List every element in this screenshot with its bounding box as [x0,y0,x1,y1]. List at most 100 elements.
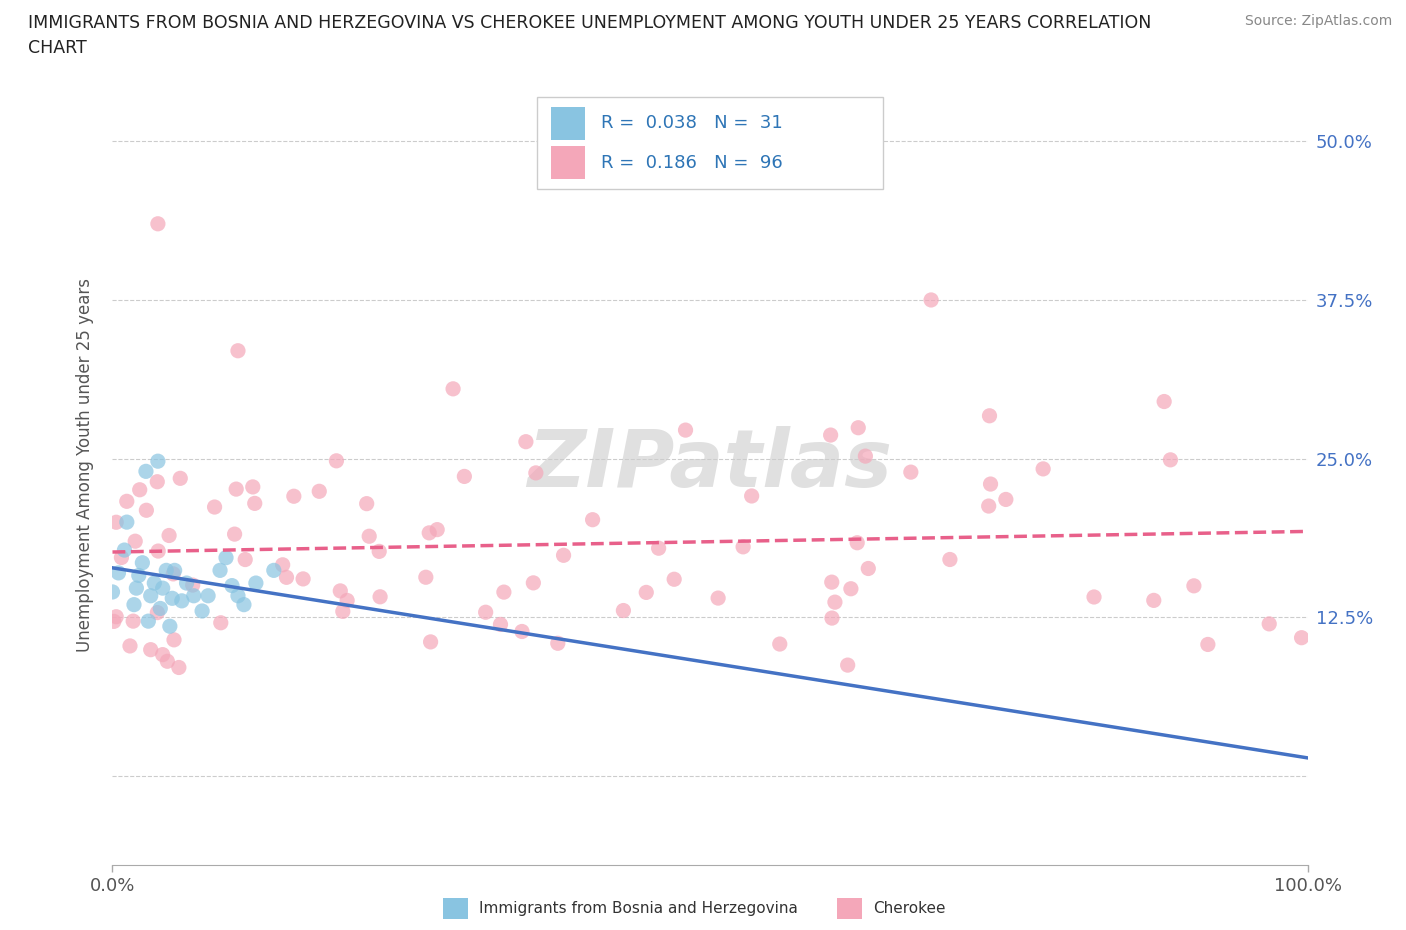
Point [441,381,464,396]
Point [733,539,755,554]
Point [675,422,697,437]
Point [1159,452,1181,467]
Point [581,512,603,527]
Point [110,550,132,565]
Bar [537,97,883,189]
Point [547,636,569,651]
Point [900,465,922,480]
Point [118,639,141,654]
Point [125,580,148,595]
Point [368,544,391,559]
Point [233,552,256,567]
Point [233,597,256,612]
Point [359,529,381,544]
Point [197,589,219,604]
Point [939,552,962,567]
Point [148,544,170,559]
Point [474,604,496,619]
Point [149,601,172,616]
Text: R =  0.038   N =  31: R = 0.038 N = 31 [602,114,783,132]
Point [105,515,128,530]
Point [221,578,243,593]
Point [131,555,153,570]
Point [162,566,184,581]
Point [453,469,475,484]
Point [419,634,441,649]
Text: Source: ZipAtlas.com: Source: ZipAtlas.com [1244,14,1392,28]
Point [225,482,247,497]
Point [204,499,226,514]
Point [163,632,186,647]
Point [846,420,869,435]
Point [226,589,249,604]
Point [769,637,792,652]
Point [155,563,177,578]
Point [821,575,844,590]
Point [707,591,730,605]
Point [191,604,214,618]
Point [636,585,658,600]
Point [510,624,533,639]
Point [139,589,162,604]
Point [553,548,575,563]
Text: Immigrants from Bosnia and Herzegovina: Immigrants from Bosnia and Herzegovina [479,901,799,916]
Point [243,496,266,511]
Point [308,484,330,498]
Point [152,647,174,662]
Text: ZIPatlas: ZIPatlas [527,426,893,504]
Point [146,217,169,232]
Point [524,465,547,480]
Point [855,448,877,463]
Point [276,570,298,585]
Point [647,540,669,555]
Point [170,593,193,608]
Point [283,489,305,504]
Point [263,563,285,578]
Point [226,343,249,358]
Bar [551,146,585,179]
Point [664,572,686,587]
Point [122,597,145,612]
Point [1032,461,1054,476]
Point [824,594,846,609]
Point [152,580,174,595]
Point [183,589,205,604]
Point [329,583,352,598]
Point [103,614,125,629]
Point [167,660,190,675]
Point [245,576,267,591]
Point [415,570,437,585]
Text: IMMIGRANTS FROM BOSNIA AND HERZEGOVINA VS CHEROKEE UNEMPLOYMENT AMONG YOUTH UNDE: IMMIGRANTS FROM BOSNIA AND HERZEGOVINA V… [28,14,1152,32]
Point [325,454,347,469]
Point [821,611,844,626]
Point [1143,593,1166,608]
Bar [551,107,585,140]
Point [837,658,859,672]
Point [107,565,129,580]
Point [209,563,232,578]
Point [139,643,162,658]
Point [336,593,359,608]
Text: Cherokee: Cherokee [873,901,946,916]
Point [128,568,150,583]
Text: R =  0.186   N =  96: R = 0.186 N = 96 [602,153,783,172]
Point [135,464,157,479]
Point [162,591,183,605]
Point [979,408,1001,423]
Point [515,434,537,449]
Point [368,590,391,604]
Point [271,557,294,572]
Point [114,542,135,557]
Point [224,526,246,541]
Point [209,616,232,631]
Point [215,551,238,565]
Point [169,471,191,485]
Point [994,492,1017,507]
Y-axis label: Unemployment Among Youth under 25 years: Unemployment Among Youth under 25 years [76,278,94,652]
Point [426,522,449,537]
Point [159,618,181,633]
Point [1258,617,1281,631]
Point [356,497,378,512]
Point [176,576,198,591]
Point [101,585,124,600]
